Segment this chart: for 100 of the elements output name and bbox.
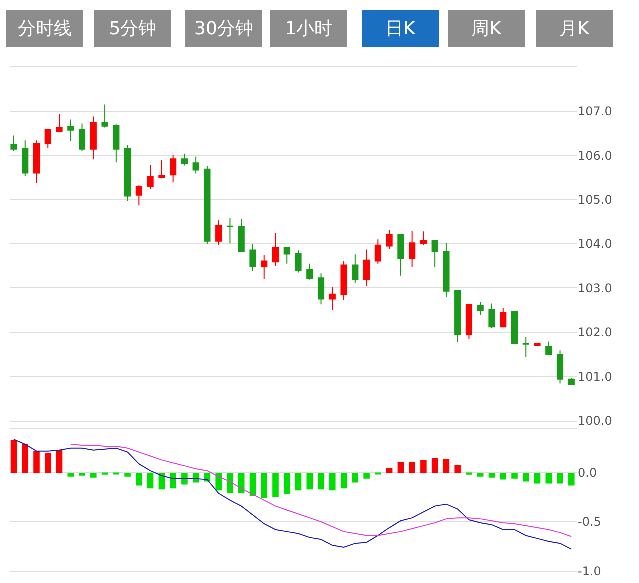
candlestick — [56, 114, 63, 132]
candlestick — [420, 231, 427, 246]
bar — [90, 472, 97, 478]
text: 5分钟 — [109, 18, 157, 40]
candlestick — [158, 160, 166, 180]
y-tick-label: 106.0 — [578, 148, 612, 163]
candlestick — [22, 140, 29, 177]
text: 分时线 — [18, 18, 72, 40]
bar — [477, 472, 484, 477]
candlestick — [102, 104, 108, 128]
candlestick — [340, 260, 348, 301]
candlestick — [306, 263, 314, 280]
candlestick — [477, 302, 484, 316]
candlestick — [568, 378, 575, 386]
bar — [568, 472, 575, 486]
candlestick — [68, 119, 74, 142]
text: 日K — [386, 18, 416, 40]
candlestick — [386, 230, 393, 250]
candlestick — [204, 166, 211, 245]
text: 30分钟 — [194, 18, 254, 40]
bar — [182, 472, 188, 485]
bar — [147, 472, 154, 489]
candlestick — [500, 308, 507, 328]
bar — [454, 465, 461, 473]
candlestick — [488, 303, 496, 329]
candlestick — [33, 140, 40, 184]
candlestick — [329, 286, 336, 311]
y-tick-label: 103.0 — [578, 281, 612, 296]
bar — [557, 472, 564, 484]
bar — [488, 472, 496, 478]
candlestick — [147, 164, 154, 190]
candlestick — [170, 154, 177, 184]
candlestick — [250, 244, 256, 272]
bar — [10, 440, 18, 473]
candlestick — [226, 218, 234, 244]
bar — [68, 472, 74, 477]
bar — [284, 472, 290, 495]
bar — [432, 458, 438, 473]
candlestick — [124, 144, 132, 202]
candlestick — [284, 246, 290, 264]
bar — [306, 472, 314, 490]
candlestick — [238, 218, 245, 252]
bar — [124, 472, 131, 477]
bar — [386, 468, 393, 473]
candlestick — [181, 153, 188, 166]
y-tick-label: -0.5 — [578, 515, 602, 530]
bar — [330, 472, 336, 491]
bar — [318, 472, 324, 490]
candlestick — [511, 311, 518, 344]
bar — [523, 472, 530, 482]
candlestick — [216, 220, 222, 246]
bar — [409, 462, 416, 473]
candlestick — [352, 254, 359, 284]
line-series — [70, 444, 572, 538]
bar — [79, 472, 86, 476]
candlestick — [136, 185, 142, 206]
bar — [340, 472, 348, 489]
bar — [295, 472, 302, 491]
bar — [56, 450, 63, 473]
text: 月K — [560, 18, 590, 40]
candlestick — [272, 232, 280, 267]
candlestick — [318, 273, 325, 306]
bar — [238, 472, 245, 494]
candlestick — [78, 123, 86, 152]
bar — [250, 472, 256, 496]
bar — [398, 462, 404, 473]
text: 1小时 — [285, 18, 333, 40]
y-tick-label: 101.0 — [578, 370, 612, 384]
bar — [500, 472, 506, 480]
bar — [534, 472, 541, 484]
y-tick-label: 102.0 — [578, 326, 612, 340]
candlestick — [398, 234, 404, 276]
candlestick — [113, 124, 120, 164]
candlestick — [374, 239, 382, 264]
candlestick — [44, 129, 52, 149]
bar — [443, 459, 450, 473]
candlestick — [432, 240, 438, 268]
bar — [34, 451, 40, 473]
bar — [216, 472, 222, 491]
candlestick — [295, 250, 302, 274]
bar — [512, 472, 518, 479]
bar — [227, 472, 234, 494]
y-tick-label: 100.0 — [578, 414, 612, 428]
y-tick-label: 107.0 — [578, 104, 612, 119]
bar — [352, 472, 359, 483]
candlestick — [454, 290, 462, 343]
candlestick — [364, 249, 370, 287]
bar — [45, 453, 52, 473]
candlestick — [409, 230, 416, 268]
candlestick — [443, 242, 450, 298]
candlestick — [10, 135, 18, 152]
candlestick — [192, 156, 200, 174]
y-tick-label: 0.0 — [578, 466, 598, 480]
candlestick — [466, 304, 473, 340]
candlestick — [546, 341, 552, 356]
bar — [170, 472, 176, 489]
candlestick — [90, 116, 97, 160]
line-series — [13, 439, 572, 550]
bar — [420, 460, 427, 473]
bar — [272, 472, 279, 498]
